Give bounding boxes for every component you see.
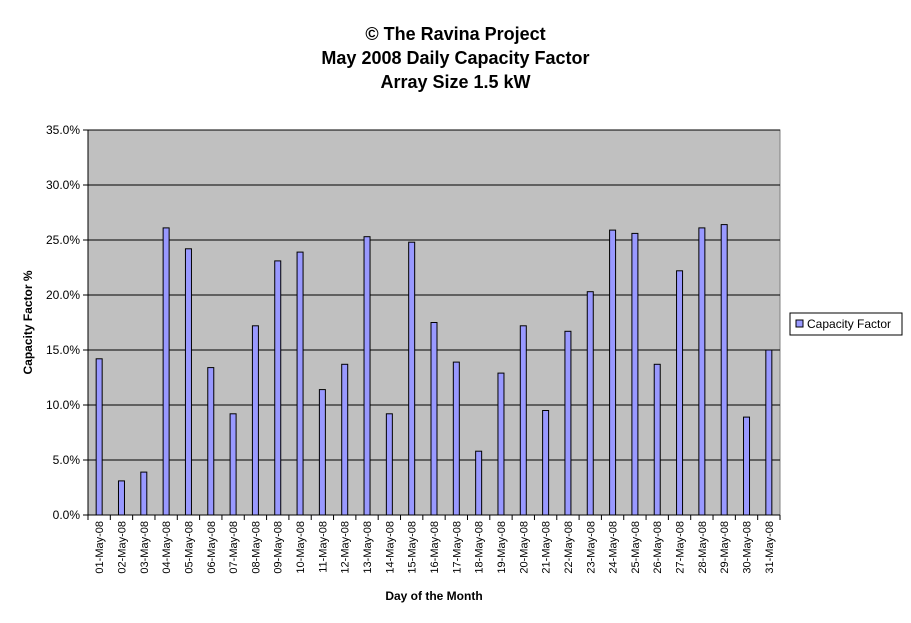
bar	[586, 291, 594, 516]
y-axis-label: Capacity Factor %	[21, 270, 35, 374]
x-tick-label: 27-May-08	[675, 521, 687, 574]
bar	[408, 241, 416, 516]
x-tick-label: 04-May-08	[161, 521, 173, 574]
legend: Capacity Factor	[789, 312, 903, 336]
x-tick-label: 23-May-08	[585, 521, 597, 574]
x-tick-label: 22-May-08	[563, 521, 575, 574]
bar	[318, 389, 326, 516]
x-tick-label: 16-May-08	[429, 521, 441, 574]
y-tick-label: 20.0%	[46, 288, 80, 302]
chart-title: © The Ravina Project May 2008 Daily Capa…	[0, 22, 911, 94]
x-tick-label: 02-May-08	[116, 521, 128, 574]
x-tick-label: 25-May-08	[630, 521, 642, 574]
bar	[519, 325, 527, 516]
bar	[207, 367, 215, 516]
bar	[162, 227, 170, 516]
x-tick-label: 26-May-08	[652, 521, 664, 574]
bar	[564, 330, 572, 516]
x-tick-label: 03-May-08	[139, 521, 151, 574]
x-tick-label: 14-May-08	[384, 521, 396, 574]
x-tick-label: 01-May-08	[94, 521, 106, 574]
chart-title-line-3: Array Size 1.5 kW	[380, 72, 531, 92]
bar	[296, 251, 304, 516]
x-tick-label: 09-May-08	[273, 521, 285, 574]
bar	[363, 236, 371, 516]
y-tick-labels: 0.0% 5.0% 10.0% 15.0% 20.0% 25.0% 30.0% 35.0%	[46, 123, 88, 522]
bar	[720, 224, 728, 516]
legend-swatch	[795, 319, 804, 328]
bar	[274, 260, 282, 516]
bar	[743, 416, 751, 516]
x-tick-label: 28-May-08	[697, 521, 709, 574]
bar	[698, 227, 706, 516]
x-tick-label: 30-May-08	[742, 521, 754, 574]
x-tick-label: 29-May-08	[719, 521, 731, 574]
legend-box	[789, 312, 903, 336]
bar	[653, 363, 661, 516]
x-tick-label: 13-May-08	[362, 521, 374, 574]
bar	[631, 232, 639, 516]
y-tick-label: 15.0%	[46, 343, 80, 357]
bar	[542, 410, 550, 516]
x-tick-label: 05-May-08	[183, 521, 195, 574]
y-tick-label: 30.0%	[46, 178, 80, 192]
x-tick-label: 21-May-08	[541, 521, 553, 574]
x-tick-label: 08-May-08	[250, 521, 262, 574]
bar	[452, 361, 460, 516]
chart-title-line-2: May 2008 Daily Capacity Factor	[321, 48, 590, 68]
bar	[184, 248, 192, 516]
bar	[117, 480, 125, 516]
chart-title-line-1: © The Ravina Project	[365, 24, 546, 44]
y-tick-label: 10.0%	[46, 398, 80, 412]
bar	[140, 471, 148, 516]
y-tick-label: 0.0%	[53, 508, 81, 522]
bar	[341, 363, 349, 516]
axes	[87, 130, 780, 516]
bar	[676, 270, 684, 516]
legend-label: Capacity Factor	[807, 317, 891, 331]
x-tick-label: 24-May-08	[608, 521, 620, 574]
x-tick-label: 11-May-08	[317, 521, 329, 573]
y-tick-label: 35.0%	[46, 123, 80, 137]
bar	[475, 450, 483, 516]
bar	[251, 325, 259, 516]
bar	[229, 413, 237, 516]
x-tick-label: 12-May-08	[340, 521, 352, 574]
x-tick-labels: 01-May-08 02-May-08 03-May-08 04-May-08 05-M…	[87, 515, 781, 574]
x-tick-label: 15-May-08	[407, 521, 419, 574]
y-tick-label: 25.0%	[46, 233, 80, 247]
x-tick-label: 20-May-08	[518, 521, 530, 574]
x-tick-label: 31-May-08	[764, 521, 776, 574]
x-tick-label: 19-May-08	[496, 521, 508, 574]
bar	[765, 349, 773, 516]
x-axis-label: Day of the Month	[385, 589, 482, 603]
x-tick-label: 07-May-08	[228, 521, 240, 574]
bar	[430, 322, 438, 516]
x-tick-label: 06-May-08	[206, 521, 218, 574]
bar	[609, 229, 617, 516]
x-tick-label: 18-May-08	[474, 521, 486, 574]
bar	[497, 372, 505, 516]
x-tick-label: 10-May-08	[295, 521, 307, 574]
bar	[385, 413, 393, 516]
y-tick-label: 5.0%	[53, 453, 81, 467]
bar	[95, 358, 103, 516]
x-tick-label: 17-May-08	[451, 521, 463, 574]
